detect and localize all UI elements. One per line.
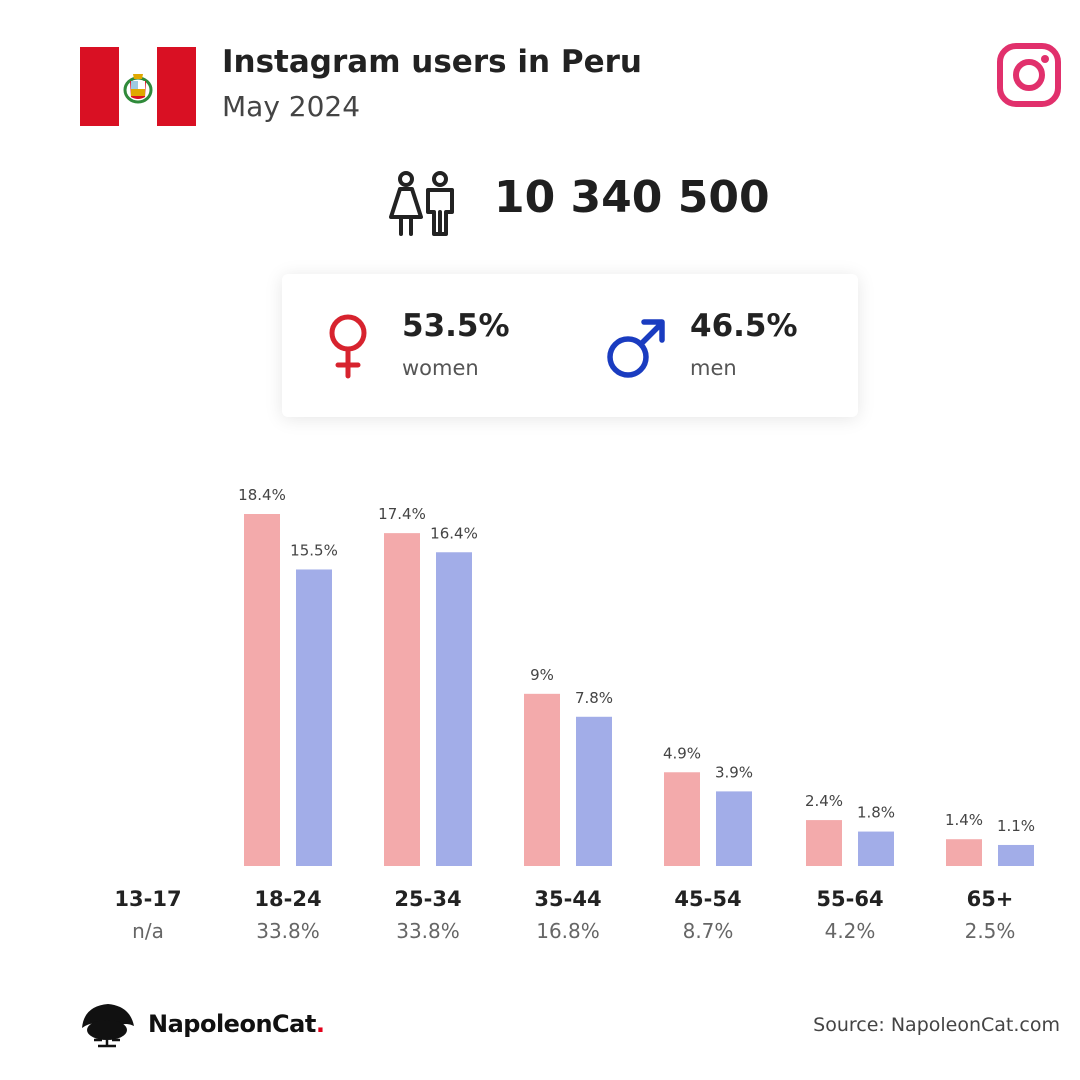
category-total-13-17: n/a [132, 919, 164, 943]
bar-women-65+ [946, 839, 982, 866]
male-symbol-icon [607, 319, 665, 378]
bar-label-women-35-44: 9% [530, 666, 554, 684]
bar-label-women-65+: 1.4% [945, 811, 983, 829]
category-total-45-54: 8.7% [683, 919, 734, 943]
bar-label-men-65+: 1.1% [997, 817, 1035, 835]
gender-split-card: 53.5% women 46.5% men [282, 274, 858, 417]
category-total-35-44: 16.8% [536, 919, 600, 943]
bar-men-45-54 [716, 791, 752, 866]
bar-men-35-44 [576, 716, 612, 866]
bar-label-women-45-54: 4.9% [663, 744, 701, 762]
bar-label-men-18-24: 15.5% [290, 541, 338, 559]
page-title: Instagram users in Peru [222, 44, 642, 80]
total-users-count: 10 340 500 [494, 172, 770, 223]
bar-men-25-34 [436, 552, 472, 866]
category-label-25-34: 25-34 [394, 887, 461, 911]
bar-women-35-44 [524, 693, 560, 866]
category-label-18-24: 18-24 [254, 887, 321, 911]
women-label: women [402, 356, 479, 380]
bar-label-men-25-34: 16.4% [430, 524, 478, 542]
page-subtitle: May 2024 [222, 90, 361, 123]
brand-dot: . [315, 1010, 325, 1038]
men-label: men [690, 356, 737, 380]
bar-men-65+ [998, 844, 1034, 866]
category-label-65+: 65+ [967, 887, 1014, 911]
female-symbol-icon [329, 314, 367, 379]
men-percent: 46.5% [690, 308, 798, 344]
brand-text: NapoleonCat [148, 1010, 316, 1038]
category-label-35-44: 35-44 [534, 887, 601, 911]
bar-women-18-24 [244, 514, 280, 866]
bar-label-men-45-54: 3.9% [715, 763, 753, 781]
brand-name: NapoleonCat. [148, 1010, 325, 1038]
age-gender-bar-chart: 13-17 n/a 18.4% 15.5% 18-24 33.8% 17.4%16.4% 25… [114, 486, 1035, 943]
category-label-55-64: 55-64 [816, 887, 883, 911]
people-icon [389, 171, 454, 236]
bar-women-55-64 [806, 820, 842, 866]
bar-men-18-24 [296, 569, 332, 866]
category-total-55-64: 4.2% [825, 919, 876, 943]
bar-women-25-34 [384, 533, 420, 866]
category-total-18-24: 33.8% [256, 919, 320, 943]
bar-label-women-55-64: 2.4% [805, 792, 843, 810]
bar-women-45-54 [664, 772, 700, 866]
category-label-13-17: 13-17 [114, 887, 181, 911]
napoleoncat-logo-icon [82, 1004, 134, 1048]
source-credit: Source: NapoleonCat.com [813, 1014, 1060, 1036]
women-percent: 53.5% [402, 308, 510, 344]
bar-label-women-18-24: 18.4% [238, 486, 286, 504]
bar-men-55-64 [858, 831, 894, 866]
category-total-25-34: 33.8% [396, 919, 460, 943]
peru-flag-icon [80, 47, 196, 126]
bar-label-men-35-44: 7.8% [575, 689, 613, 707]
bar-label-men-55-64: 1.8% [857, 804, 895, 822]
category-total-65+: 2.5% [965, 919, 1016, 943]
bar-label-women-25-34: 17.4% [378, 505, 426, 523]
instagram-icon [997, 43, 1061, 107]
category-label-45-54: 45-54 [674, 887, 741, 911]
